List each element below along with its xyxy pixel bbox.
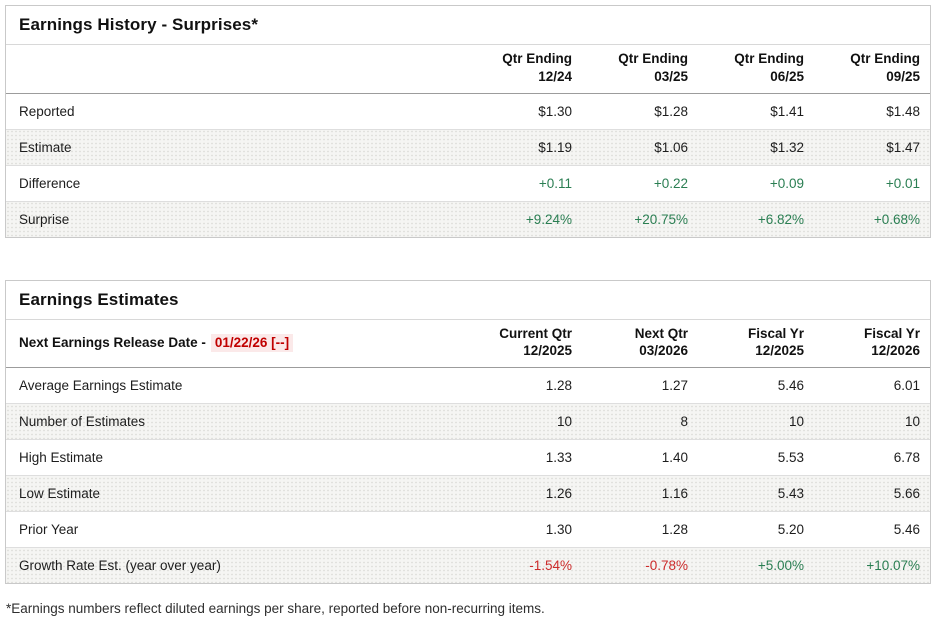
cell-value: -1.54%	[466, 547, 582, 584]
cell-value: $1.48	[814, 93, 930, 130]
cell-value: 5.46	[698, 367, 814, 405]
earnings-estimates-panel: Earnings Estimates Next Earnings Release…	[5, 279, 931, 585]
earnings-history-panel: Earnings History - Surprises* Qtr Ending…	[5, 5, 931, 238]
row-label: Prior Year	[6, 511, 466, 549]
cell-value: 5.46	[814, 511, 930, 549]
cell-value: 1.28	[582, 511, 698, 549]
row-label: Average Earnings Estimate	[6, 367, 466, 405]
cell-value: 1.16	[582, 475, 698, 513]
table-row-prior-year: Prior Year 1.30 1.28 5.20 5.46	[6, 511, 930, 549]
cell-value: +9.24%	[466, 201, 582, 237]
surprises-table: Qtr Ending 12/24 Qtr Ending 03/25 Qtr En…	[6, 45, 930, 237]
surprises-header-row: Qtr Ending 12/24 Qtr Ending 03/25 Qtr En…	[6, 45, 930, 94]
cell-value: -0.78%	[582, 547, 698, 584]
column-header: Qtr Ending 09/25	[814, 45, 930, 94]
cell-value: $1.47	[814, 129, 930, 166]
cell-value: $1.28	[582, 93, 698, 130]
cell-value: $1.41	[698, 93, 814, 130]
panel-title-earnings-estimates: Earnings Estimates	[6, 281, 930, 320]
table-row-reported: Reported $1.30 $1.28 $1.41 $1.48	[6, 93, 930, 130]
table-row-growth-rate-est: Growth Rate Est. (year over year) -1.54%…	[6, 547, 930, 584]
column-header: Current Qtr 12/2025	[466, 319, 582, 369]
row-label: Number of Estimates	[6, 403, 466, 441]
cell-value: +0.22	[582, 165, 698, 202]
cell-value: 10	[466, 403, 582, 441]
cell-value: 1.30	[466, 511, 582, 549]
panel-title-earnings-history: Earnings History - Surprises*	[6, 6, 930, 45]
release-date-value: 01/22/26 [--]	[210, 333, 294, 352]
estimates-table: Next Earnings Release Date -01/22/26 [--…	[6, 319, 930, 584]
row-label: Low Estimate	[6, 475, 466, 513]
cell-value: 1.33	[466, 439, 582, 477]
row-label: Growth Rate Est. (year over year)	[6, 547, 466, 584]
cell-value: 6.01	[814, 367, 930, 405]
column-header: Fiscal Yr 12/2025	[698, 319, 814, 369]
cell-value: +0.68%	[814, 201, 930, 237]
column-header: Qtr Ending 12/24	[466, 45, 582, 94]
cell-value: 8	[582, 403, 698, 441]
cell-value: +6.82%	[698, 201, 814, 237]
cell-value: 5.20	[698, 511, 814, 549]
row-label: Reported	[6, 93, 466, 130]
cell-value: +5.00%	[698, 547, 814, 584]
table-row-number-of-estimates: Number of Estimates 10 8 10 10	[6, 403, 930, 441]
row-label: Difference	[6, 165, 466, 202]
cell-value: 5.66	[814, 475, 930, 513]
cell-value: $1.30	[466, 93, 582, 130]
cell-value: +10.07%	[814, 547, 930, 584]
table-row-estimate: Estimate $1.19 $1.06 $1.32 $1.47	[6, 129, 930, 166]
cell-value: $1.06	[582, 129, 698, 166]
row-label: Surprise	[6, 201, 466, 237]
column-header: Next Qtr 03/2026	[582, 319, 698, 369]
cell-value: 1.27	[582, 367, 698, 405]
cell-value: +0.09	[698, 165, 814, 202]
column-header: Qtr Ending 06/25	[698, 45, 814, 94]
cell-value: 1.26	[466, 475, 582, 513]
table-row-surprise: Surprise +9.24% +20.75% +6.82% +0.68%	[6, 201, 930, 237]
table-row-difference: Difference +0.11 +0.22 +0.09 +0.01	[6, 165, 930, 202]
estimates-header-row: Next Earnings Release Date -01/22/26 [--…	[6, 319, 930, 369]
table-row-low-estimate: Low Estimate 1.26 1.16 5.43 5.66	[6, 475, 930, 513]
cell-value: +0.11	[466, 165, 582, 202]
table-row-average-earnings-estimate: Average Earnings Estimate 1.28 1.27 5.46…	[6, 367, 930, 405]
cell-value: 1.40	[582, 439, 698, 477]
cell-value: +0.01	[814, 165, 930, 202]
cell-value: 5.53	[698, 439, 814, 477]
earnings-footnote: *Earnings numbers reflect diluted earnin…	[6, 601, 545, 617]
table-row-high-estimate: High Estimate 1.33 1.40 5.53 6.78	[6, 439, 930, 477]
cell-value: 6.78	[814, 439, 930, 477]
cell-value: +20.75%	[582, 201, 698, 237]
cell-value: 5.43	[698, 475, 814, 513]
row-label: Estimate	[6, 129, 466, 166]
column-header: Fiscal Yr 12/2026	[814, 319, 930, 369]
header-spacer-cell	[6, 45, 466, 94]
cell-value: $1.32	[698, 129, 814, 166]
cell-value: 1.28	[466, 367, 582, 405]
cell-value: 10	[814, 403, 930, 441]
release-date-label: Next Earnings Release Date -	[19, 334, 206, 350]
cell-value: 10	[698, 403, 814, 441]
next-earnings-release: Next Earnings Release Date -01/22/26 [--…	[6, 319, 466, 369]
cell-value: $1.19	[466, 129, 582, 166]
column-header: Qtr Ending 03/25	[582, 45, 698, 94]
row-label: High Estimate	[6, 439, 466, 477]
